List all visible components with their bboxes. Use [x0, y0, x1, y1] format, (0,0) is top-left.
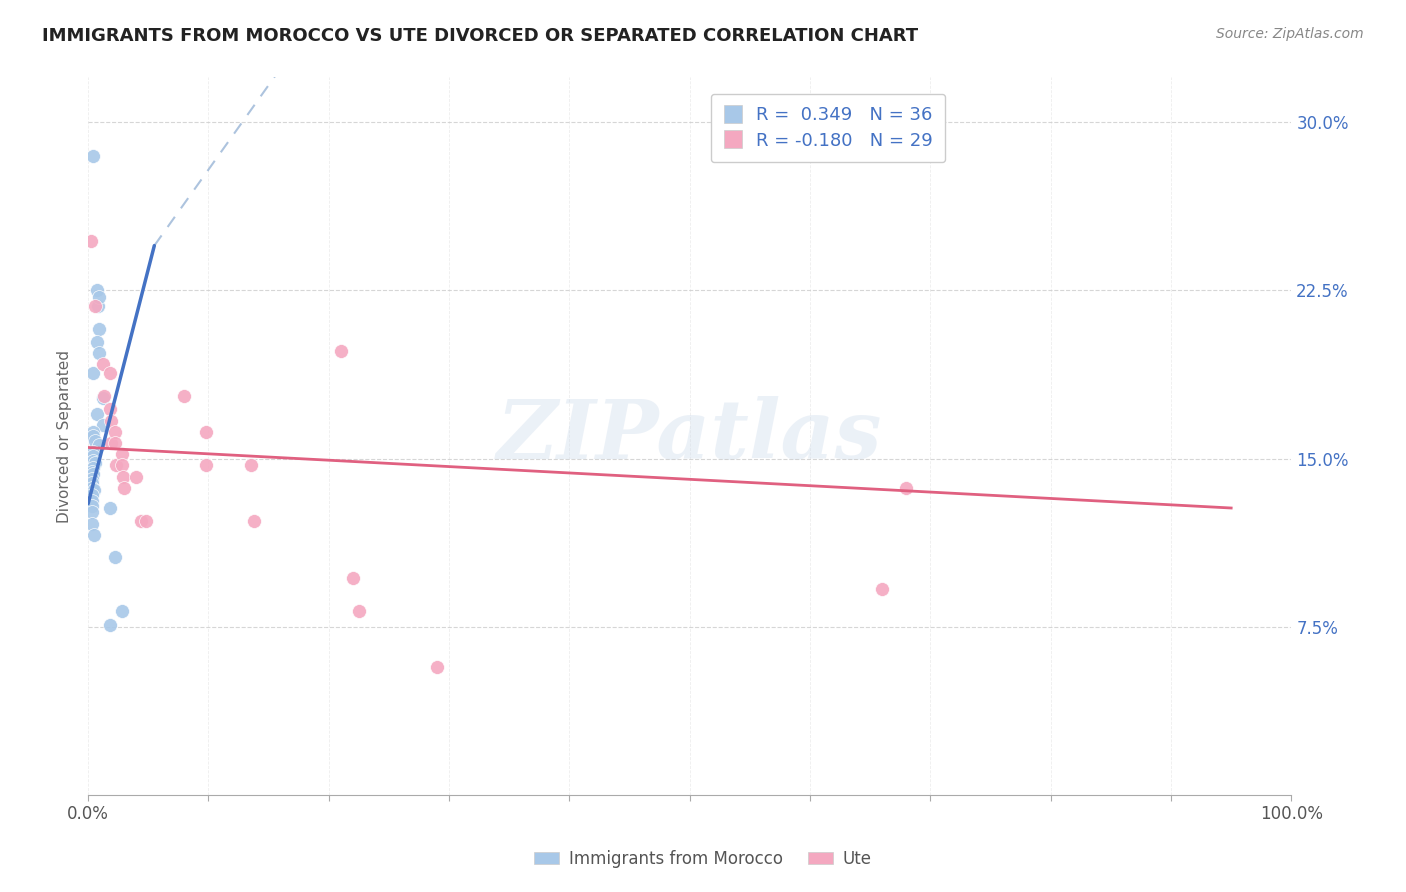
- Point: [111, 604, 134, 618]
- Point: [80, 481, 103, 495]
- Point: [84, 456, 107, 470]
- Point: [86, 407, 108, 421]
- Point: [195, 458, 218, 473]
- Legend: R =  0.349   N = 36, R = -0.180   N = 29: R = 0.349 N = 36, R = -0.180 N = 29: [711, 94, 945, 162]
- Point: [80, 476, 103, 491]
- Point: [98, 367, 121, 381]
- Point: [83, 528, 105, 542]
- Point: [87, 321, 110, 335]
- Point: [104, 436, 127, 450]
- Point: [125, 469, 148, 483]
- Point: [870, 582, 893, 596]
- Point: [80, 506, 103, 520]
- Point: [82, 149, 104, 163]
- Point: [129, 515, 152, 529]
- Point: [111, 458, 134, 473]
- Point: [87, 290, 110, 304]
- Point: [347, 604, 370, 618]
- Point: [82, 460, 104, 475]
- Point: [80, 499, 103, 513]
- Text: Source: ZipAtlas.com: Source: ZipAtlas.com: [1216, 27, 1364, 41]
- Point: [135, 515, 157, 529]
- Point: [86, 284, 108, 298]
- Point: [82, 367, 104, 381]
- Point: [80, 472, 103, 486]
- Point: [112, 481, 135, 495]
- Legend: Immigrants from Morocco, Ute: Immigrants from Morocco, Ute: [527, 844, 879, 875]
- Point: [98, 501, 121, 516]
- Point: [82, 425, 104, 439]
- Point: [100, 436, 122, 450]
- Point: [104, 458, 127, 473]
- Point: [80, 516, 103, 531]
- Text: IMMIGRANTS FROM MOROCCO VS UTE DIVORCED OR SEPARATED CORRELATION CHART: IMMIGRANTS FROM MOROCCO VS UTE DIVORCED …: [42, 27, 918, 45]
- Point: [84, 299, 107, 313]
- Point: [98, 617, 121, 632]
- Point: [342, 570, 364, 584]
- Point: [104, 425, 127, 439]
- Point: [112, 469, 135, 483]
- Point: [80, 494, 103, 508]
- Point: [82, 429, 104, 443]
- Point: [239, 458, 262, 473]
- Point: [86, 334, 108, 349]
- Point: [87, 299, 110, 313]
- Point: [329, 344, 352, 359]
- Point: [93, 389, 115, 403]
- Point: [82, 450, 104, 464]
- Point: [87, 438, 110, 452]
- Point: [91, 391, 114, 405]
- Point: [82, 467, 104, 482]
- Point: [195, 425, 218, 439]
- Point: [104, 550, 127, 565]
- Point: [98, 402, 121, 417]
- Point: [79, 234, 101, 248]
- Text: ZIPatlas: ZIPatlas: [496, 396, 883, 476]
- Point: [80, 487, 103, 501]
- Point: [91, 358, 114, 372]
- Point: [243, 515, 266, 529]
- Point: [87, 346, 110, 360]
- Point: [896, 481, 918, 495]
- Point: [83, 483, 105, 497]
- Point: [426, 660, 449, 674]
- Point: [82, 454, 104, 468]
- Point: [111, 447, 134, 461]
- Point: [173, 389, 195, 403]
- Y-axis label: Divorced or Separated: Divorced or Separated: [58, 350, 72, 523]
- Point: [91, 418, 114, 433]
- Point: [80, 465, 103, 479]
- Point: [100, 413, 122, 427]
- Point: [84, 434, 107, 448]
- Point: [82, 445, 104, 459]
